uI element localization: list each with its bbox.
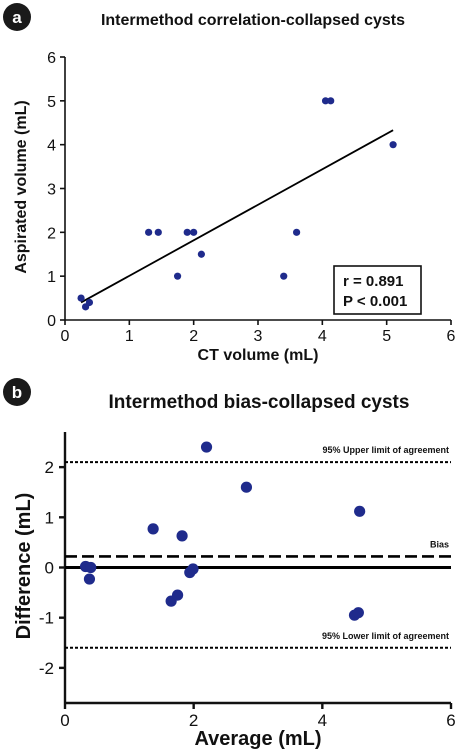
panel-a: a Intermethod correlation-collapsed cyst… <box>3 3 456 364</box>
stats-box <box>333 265 422 315</box>
panel-a-title: Intermethod correlation-collapsed cysts <box>101 12 405 29</box>
stat-p: P < 0.001 <box>343 293 407 310</box>
panel-a-x-tick-label: 3 <box>254 328 263 345</box>
panel-b-point <box>352 607 364 619</box>
regression-line <box>80 129 394 304</box>
panel-b-y-tick-label: -1 <box>39 609 54 628</box>
panel-b-y-tick-label: 1 <box>45 508 54 527</box>
panel-a-x-tick-label: 2 <box>189 328 198 345</box>
panel-a-point <box>293 228 301 236</box>
panel-a-point <box>154 228 162 236</box>
panel-b-x-tick-label: 2 <box>189 711 198 730</box>
panel-a-point <box>321 97 330 105</box>
panel-a-point <box>183 228 191 236</box>
panel-a-point <box>280 272 288 280</box>
panel-a-point <box>145 228 153 236</box>
panel-a-xlabel: CT volume (mL) <box>198 347 319 364</box>
bias-line-label: Bias <box>430 539 449 549</box>
panel-a-letter: a <box>12 8 22 27</box>
panel-b-x-tick-label: 6 <box>446 711 455 730</box>
panel-b-y-tick-label: 0 <box>45 559 54 578</box>
lower-limit-line-label: 95% Lower limit of agreement <box>322 631 449 641</box>
panel-a-point <box>77 294 85 302</box>
panel-b-point <box>354 505 366 517</box>
panel-a-point <box>327 97 335 105</box>
panel-b-y-tick-label: -2 <box>39 659 54 678</box>
panel-a-x-tick-label: 6 <box>447 328 456 345</box>
panel-b-point <box>147 523 159 535</box>
panel-b-x-tick-label: 4 <box>318 711 327 730</box>
panel-b-x-tick-label: 0 <box>60 711 69 730</box>
panel-b: b Intermethod bias-collapsed cysts Avera… <box>3 378 456 750</box>
panel-b-ylabel: Difference (mL) <box>13 493 35 640</box>
panel-b-letter: b <box>12 383 22 402</box>
panel-a-x-tick-label: 0 <box>61 328 70 345</box>
panel-a-x-tick-label: 5 <box>382 328 391 345</box>
panel-b-point <box>176 530 188 542</box>
panel-a-y-tick-label: 6 <box>47 50 56 67</box>
panel-a-y-tick-label: 5 <box>47 94 56 111</box>
panel-a-point <box>85 298 94 307</box>
panel-a-ylabel: Aspirated volume (mL) <box>13 100 30 273</box>
panel-b-point <box>83 573 96 585</box>
stat-r: r = 0.891 <box>343 273 403 290</box>
panel-b-badge <box>3 378 31 406</box>
panel-a-x-tick-label: 1 <box>125 328 134 345</box>
panel-b-y-tick-label: 2 <box>45 458 54 477</box>
panel-a-y-tick-label: 0 <box>47 313 56 330</box>
panel-b-xlabel: Average (mL) <box>194 728 321 750</box>
panel-a-y-tick-label: 3 <box>47 182 56 199</box>
panel-b-point <box>85 561 97 574</box>
panel-a-y-tick-label: 2 <box>47 225 56 242</box>
panel-a-point <box>389 141 397 149</box>
panel-b-title: Intermethod bias-collapsed cysts <box>109 392 410 413</box>
panel-a-point <box>173 272 182 280</box>
panel-a-x-tick-label: 4 <box>318 328 327 345</box>
panel-a-badge <box>3 3 31 31</box>
upper-limit-line-label: 95% Upper limit of agreement <box>322 445 449 455</box>
panel-a-point <box>197 250 205 258</box>
panel-a-point <box>190 228 198 236</box>
panel-b-point <box>171 589 184 601</box>
panel-b-point <box>200 441 213 453</box>
panel-b-point <box>240 481 253 493</box>
panel-a-y-tick-label: 4 <box>47 138 56 155</box>
panel-b-point <box>187 563 199 575</box>
panel-a-y-tick-label: 1 <box>47 269 56 286</box>
